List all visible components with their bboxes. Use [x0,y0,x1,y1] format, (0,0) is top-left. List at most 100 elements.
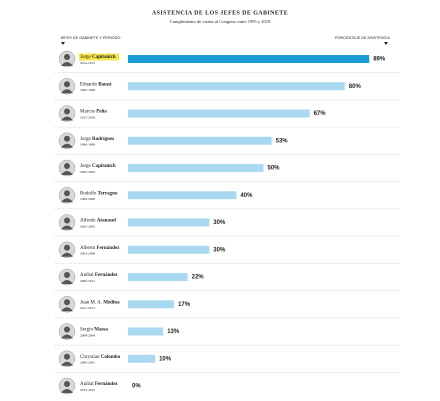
avatar-body [61,389,73,393]
name-highlight [79,53,119,61]
period: 2000-2001 [80,361,95,365]
avatar-head [64,190,70,197]
person-name: Jorge Capitanich [80,164,116,169]
person-name: Sergio Massa [80,328,108,333]
period: 2014-2015 [80,61,95,65]
bar [128,191,237,200]
avatar-body [61,361,73,366]
last-name: Terragno [98,191,118,196]
last-name: Fernández [95,273,119,278]
chart-title: ASISTENCIA DE LOS JEFES DE GABINETE [152,10,288,16]
bar [128,136,272,145]
avatar-head [64,108,70,115]
header-arrows [61,42,388,45]
value-label: 30% [213,220,226,226]
last-name: Bauzá [98,82,112,87]
label-header: JEFES DE GABINETE Y PERIODO [60,36,120,40]
value-label: 10% [159,356,172,362]
avatar-body [61,116,73,121]
avatar-head [64,326,70,333]
period: 2002-2002 [80,224,95,228]
period: 2003-2008 [80,252,95,256]
value-label: 30% [213,247,226,253]
avatar-head [64,163,70,169]
last-name: Rodríguez [92,137,115,142]
period: 2002-2002 [80,170,95,174]
bar [128,300,175,309]
last-name: Fernández [97,246,121,251]
person-name: Jorge Rodríguez [80,137,115,142]
person-name: Aníbal Fernández [80,273,118,278]
last-name: Capitanich [92,55,116,60]
period: 2009-2011 [80,279,95,283]
first-name: Jorge [80,164,92,169]
avatar-head [64,135,70,142]
value-label: 53% [276,138,289,144]
person-name: Alfredo Atanasof [80,219,116,224]
avatar-body [61,143,73,148]
value-label: 50% [268,166,281,172]
last-name: Atanasof [97,219,117,224]
avatar-body [61,280,73,284]
bar [128,245,210,254]
avatar-body [61,198,73,203]
person-name: Aníbal Fernández [80,382,118,387]
avatar-head [64,81,70,88]
value-label: 89% [373,57,386,63]
avatar-head [64,353,70,360]
avatar-body [61,225,73,230]
period: 2008-2009 [80,333,95,337]
value-label: 22% [192,275,205,281]
value-label: 0% [132,384,141,390]
first-name: Aníbal [80,273,94,278]
value-label: 67% [314,111,327,117]
person-name: Eduardo Bauzá [80,82,112,87]
last-name: Medina [103,300,120,305]
person-name: Alberto Fernández [80,246,120,251]
person-name: Rodolfo Terragno [80,191,118,196]
period: 1996-1999 [80,143,95,147]
bar [128,164,264,172]
period: 2011-2013 [80,306,95,310]
bar [128,327,164,336]
value-label: 80% [349,84,362,90]
first-name: Alfredo [80,219,96,224]
avatar-body [61,62,73,66]
person-name: Chrystian Colombo [80,355,121,360]
period: 1995-1996 [80,88,95,92]
avatar-body [61,252,73,257]
avatar-head [64,244,70,251]
first-name: Marcos [80,110,95,115]
chart-subtitle: Cumplimiento de visitas al Congreso entr… [170,19,271,24]
first-name: Chrystian [80,355,100,360]
last-name: Colombo [101,355,121,360]
value-header: PORCENTAJE DE ASISTENCIA [335,36,390,40]
bar [128,82,345,91]
person-name: Jorge Capitanich [80,55,116,60]
first-name: Sergio [80,328,93,333]
first-name: Aníbal [80,382,94,387]
first-name: Rodolfo [80,191,97,196]
value-label: 40% [240,193,253,199]
avatar-body [61,334,73,339]
period: 1999-2000 [80,197,95,201]
person-name: Marcos Peña [80,110,107,115]
last-name: Capitanich [92,164,116,169]
avatar-head [64,54,70,60]
last-name: Peña [96,110,107,115]
value-label: 17% [178,302,191,308]
person-name: Juan M. A. Medina [80,300,120,305]
bar [128,354,156,363]
avatar-body [61,307,73,312]
avatar-head [64,299,70,306]
avatar-body [61,89,73,94]
avatar-head [64,381,70,387]
avatar-head [64,272,70,278]
value-label: 13% [167,329,180,335]
first-name: Eduardo [80,82,97,87]
first-name: Jorge [80,137,92,142]
last-name: Fernández [95,382,119,387]
first-name: Juan M. A. [80,300,102,305]
bar [128,273,188,281]
period: 2015-2018 [80,115,95,119]
